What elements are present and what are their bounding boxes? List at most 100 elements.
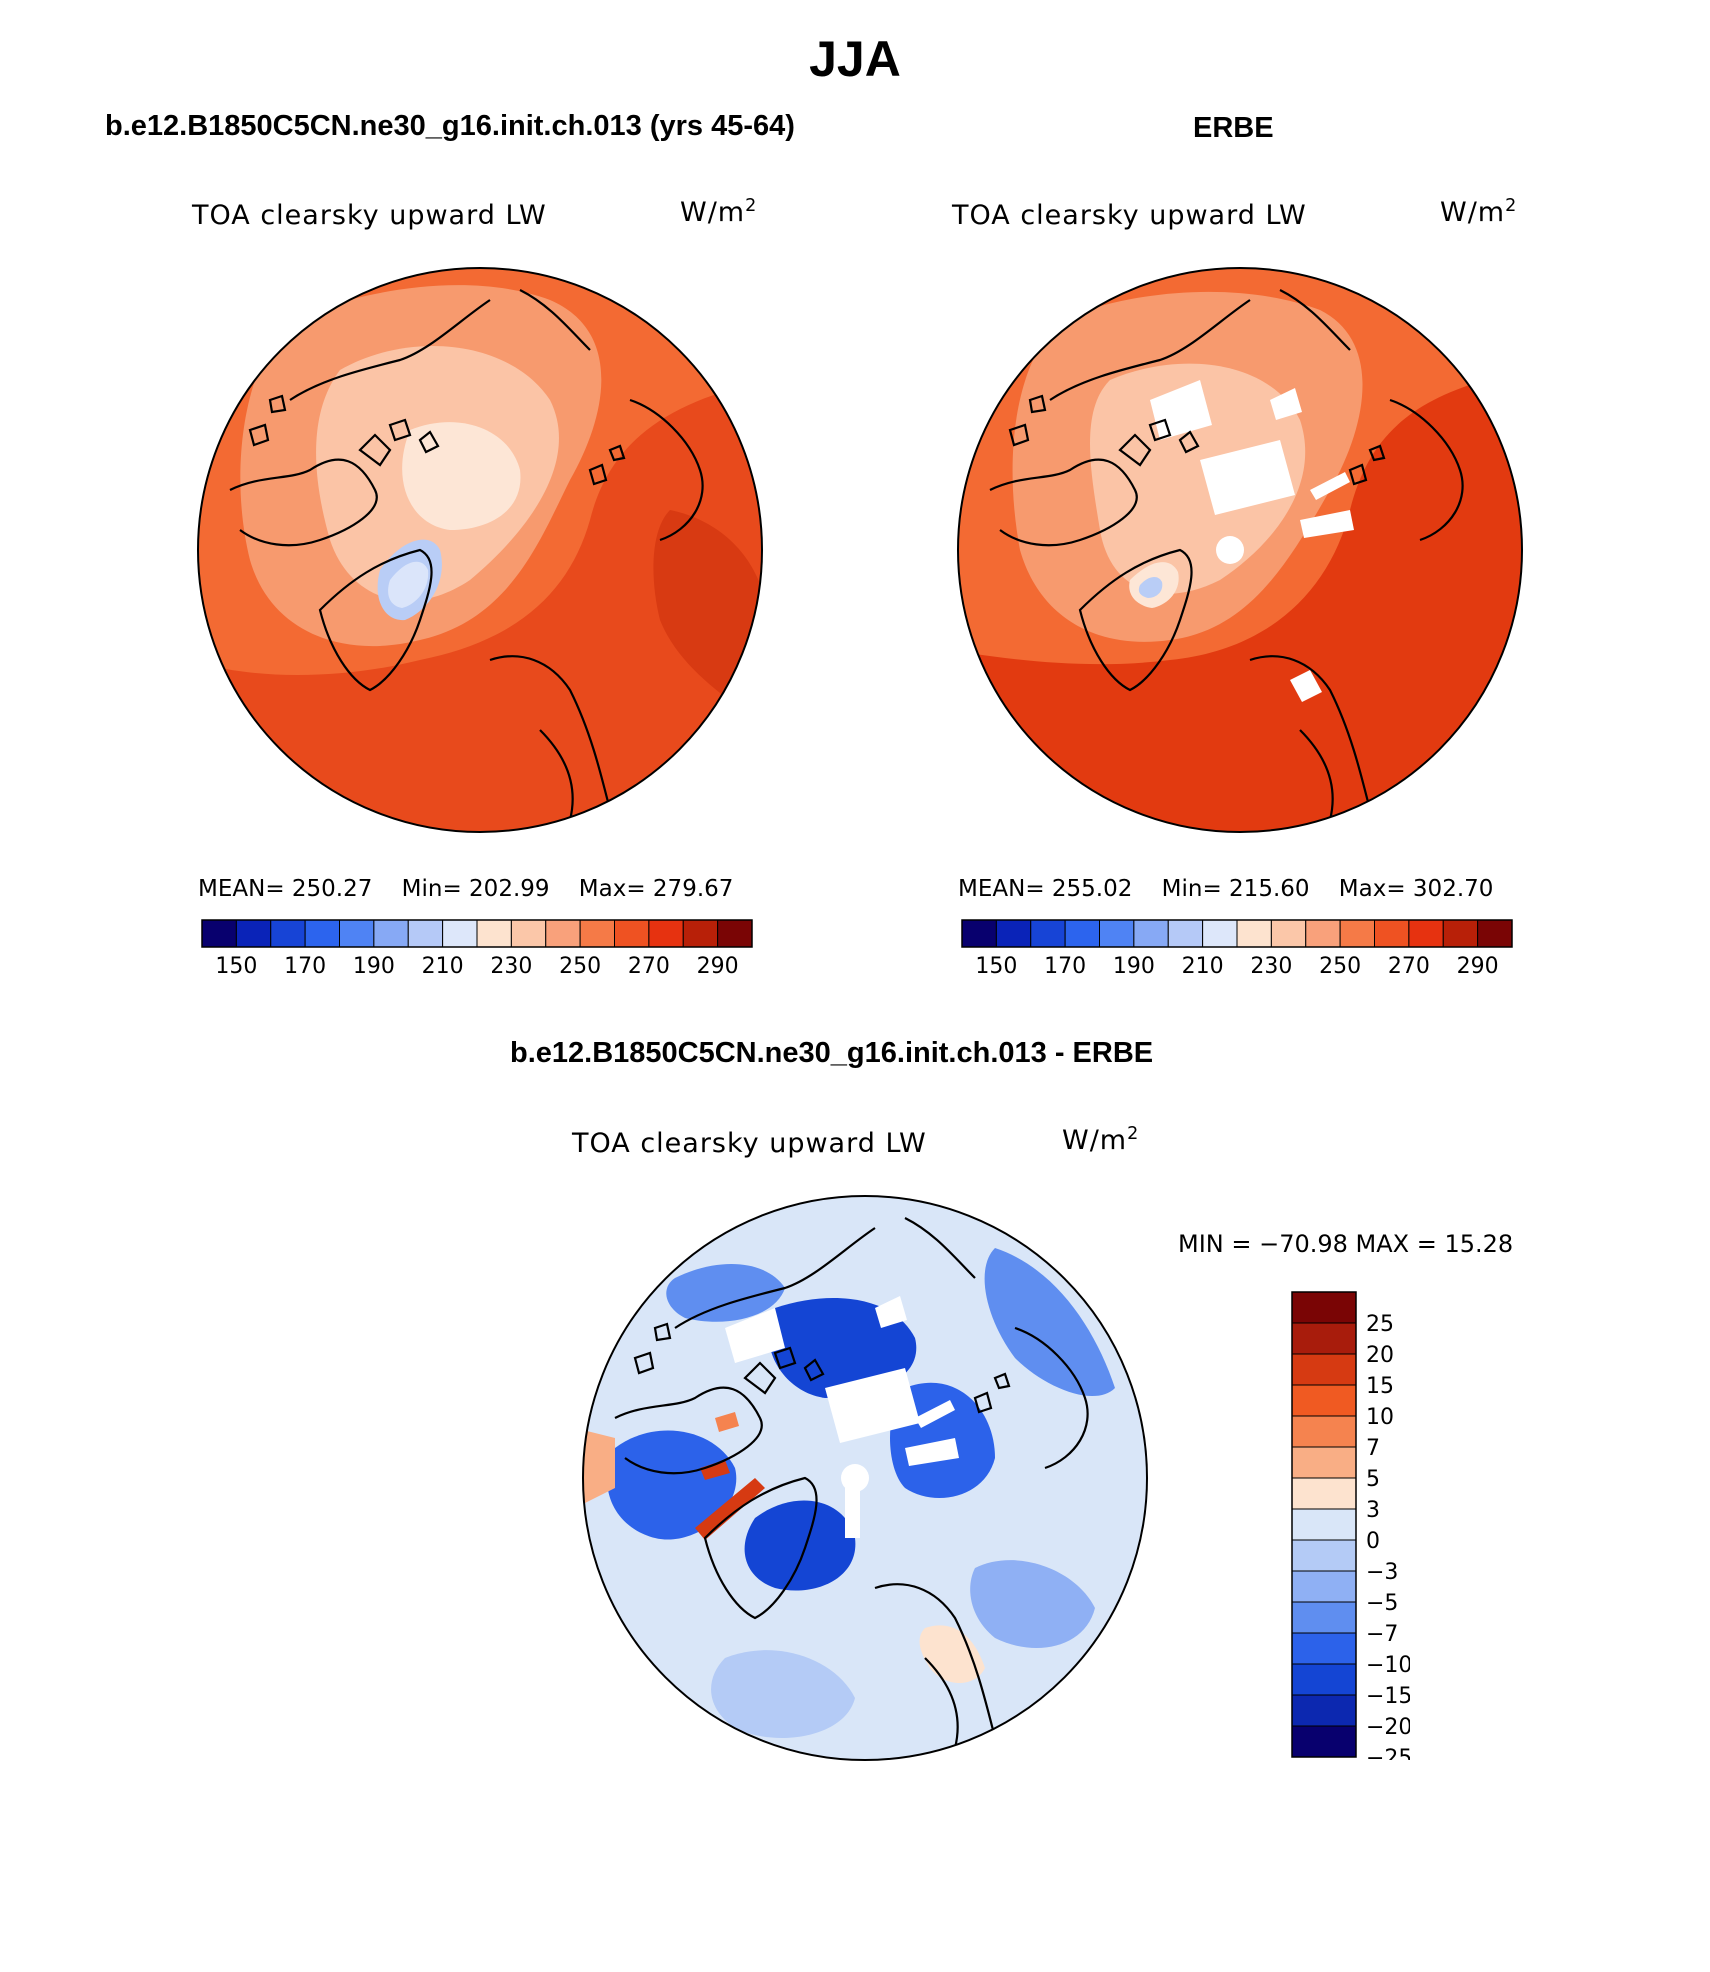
diff-units-label: W/m2 [1062, 1124, 1140, 1156]
colorbar-tick-label: 10 [1366, 1405, 1394, 1430]
colorbar-swatch [1291, 1508, 1357, 1541]
colorbar-swatch [1374, 919, 1410, 948]
colorbar-tick-label: 250 [559, 954, 601, 978]
map-boundary [197, 267, 763, 833]
coastlines [989, 289, 1464, 821]
map-field-band [1138, 576, 1163, 598]
map-field-band [970, 1560, 1095, 1648]
colorbar-swatch [682, 919, 719, 948]
colorbar-swatch [1305, 919, 1341, 948]
map-boundary [957, 267, 1523, 833]
colorbar-swatch [1291, 1539, 1357, 1572]
colorbar-swatch [1099, 919, 1135, 948]
colorbar-tick-label: 15 [1366, 1374, 1394, 1399]
colorbar-swatch [1064, 919, 1100, 948]
colorbar-tick-label: −5 [1366, 1591, 1398, 1616]
colorbar-tick-label: 290 [697, 954, 739, 978]
colorbar-swatch [235, 919, 272, 948]
colorbar-tick-label: −15 [1366, 1684, 1410, 1709]
colorbar-frame [961, 919, 1513, 948]
map-boundary [582, 1195, 1148, 1761]
colorbar-swatch [1291, 1384, 1357, 1417]
colorbar-swatch [1339, 919, 1375, 948]
colorbar-tick-label: −3 [1366, 1560, 1398, 1585]
colorbar-swatch [579, 919, 615, 948]
colorbar-tick-label: 250 [1319, 954, 1361, 978]
diff-minmax-label: MIN = −70.98 MAX = 15.28 [1178, 1230, 1514, 1258]
colorbar-swatch [1442, 919, 1479, 948]
map-field-band [984, 1248, 1115, 1397]
colorbar-swatch [1167, 919, 1204, 948]
colorbar-swatch [1291, 1570, 1357, 1603]
colorbar-tick-label: 210 [422, 954, 464, 978]
colorbar-tick-label: −20 [1366, 1715, 1410, 1740]
colorbar-tick-label: 270 [628, 954, 670, 978]
map-field-band [695, 1478, 765, 1540]
map-field-band [1090, 363, 1306, 594]
colorbar-tick-label: 5 [1366, 1467, 1380, 1492]
colorbar-swatch [545, 919, 581, 948]
colorbar-swatch [1291, 1291, 1357, 1324]
obs-polar-map [957, 267, 1523, 833]
colorbar-frame [1291, 1291, 1357, 1758]
colorbar-frame [201, 919, 753, 948]
colorbar-tick-label: 170 [1044, 954, 1086, 978]
model-units-label: W/m2 [680, 196, 758, 228]
colorbar-swatch [339, 919, 375, 948]
colorbar-swatch [201, 919, 237, 948]
colorbar-swatch [1030, 919, 1066, 948]
colorbar-tick-label: 270 [1388, 954, 1430, 978]
obs-units-label: W/m2 [1440, 196, 1518, 228]
colorbar-swatch [1291, 1632, 1357, 1665]
colorbar-tick-label: 170 [284, 954, 326, 978]
obs-colorbar: 150 170 190 210 230 250 270 290 [961, 919, 1513, 978]
colorbar-swatch [961, 919, 997, 948]
map-field-band [711, 1650, 855, 1738]
colorbar-swatch [1236, 919, 1272, 948]
map-field-band [388, 561, 429, 608]
map-field-band [700, 1460, 730, 1480]
colorbar-swatch [1408, 919, 1444, 948]
map-field-band [768, 1298, 917, 1398]
colorbar-swatch [476, 919, 512, 948]
colorbar-tick-label: 0 [1366, 1529, 1380, 1554]
model-colorbar: 150 170 190 210 230 250 270 290 [201, 919, 753, 978]
map-field-band [666, 1264, 785, 1322]
diff-panel-title: b.e12.B1850C5CN.ne30_g16.init.ch.013 - E… [510, 1037, 1154, 1069]
diff-colorbar: 25 20 15 10 7 5 3 0 −3 −5 −7 −10 −15 −20 −25 [1291, 1291, 1410, 1760]
obs-variable-label: TOA clearsky upward LW [952, 200, 1307, 231]
colorbar-swatch [270, 919, 306, 948]
colorbar-tick-label: 230 [1250, 954, 1292, 978]
colorbar-swatch [995, 919, 1032, 948]
coastlines [229, 289, 704, 821]
map-field-band [744, 1500, 856, 1591]
colorbar-swatch [1291, 1725, 1357, 1758]
colorbar-tick-label: 190 [1113, 954, 1155, 978]
obs-panel-title: ERBE [1193, 112, 1274, 144]
colorbar-tick-label: 150 [215, 954, 257, 978]
colorbar-tick-label: 25 [1366, 1312, 1394, 1337]
colorbar-swatch [1291, 1663, 1357, 1696]
model-stats: MEAN= 250.27 Min= 202.99 Max= 279.67 [198, 876, 734, 902]
colorbar-swatch [373, 919, 409, 948]
model-panel-title: b.e12.B1850C5CN.ne30_g16.init.ch.013 (yr… [105, 110, 795, 142]
colorbar-tick-label: 7 [1366, 1436, 1380, 1461]
missing-data-wedges [725, 1296, 959, 1538]
colorbar-swatch [1291, 1477, 1357, 1510]
colorbar-swatch [1291, 1353, 1357, 1386]
colorbar-swatch [1477, 919, 1513, 948]
diff-variable-label: TOA clearsky upward LW [572, 1128, 927, 1159]
colorbar-swatch [1291, 1415, 1357, 1448]
colorbar-swatch [1133, 919, 1169, 948]
map-field-band [715, 1412, 739, 1432]
colorbar-swatch [510, 919, 547, 948]
colorbar-swatch [614, 919, 650, 948]
colorbar-swatch [1291, 1694, 1357, 1727]
colorbar-swatch [407, 919, 444, 948]
colorbar-tick-label: 3 [1366, 1498, 1380, 1523]
model-variable-label: TOA clearsky upward LW [192, 200, 547, 231]
colorbar-swatch [1291, 1446, 1357, 1479]
colorbar-tick-label: 290 [1457, 954, 1499, 978]
colorbar-swatch [1291, 1601, 1357, 1634]
missing-data-wedges [1150, 380, 1354, 702]
